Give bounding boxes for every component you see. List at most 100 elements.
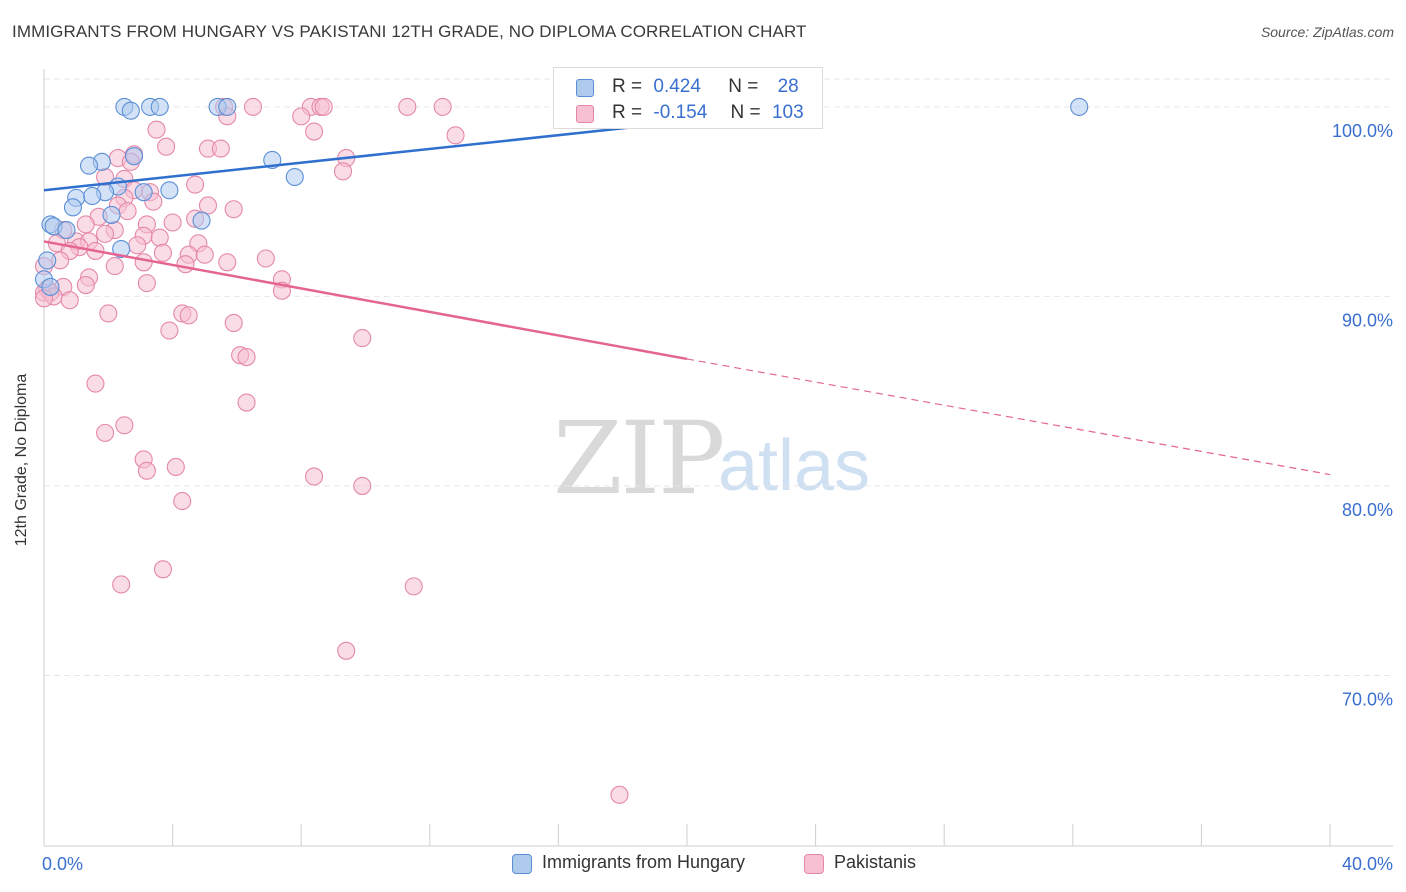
pakistani-point [96, 224, 115, 243]
pakistani-point [105, 257, 124, 276]
y-tick-label: 90.0% [1342, 310, 1393, 330]
hungary-point [285, 167, 304, 187]
pakistani-point [147, 120, 166, 139]
hungary-legend-label: Immigrants from Hungary [542, 852, 746, 872]
pakistani-point [237, 348, 256, 367]
hungary-point [121, 101, 140, 120]
pakistani-point [305, 122, 324, 141]
pakistani-point [337, 641, 356, 660]
hungary-point [41, 277, 60, 296]
pakistani-point [292, 107, 311, 126]
pakistani-point [211, 139, 230, 158]
legend-r-label: R = [612, 102, 643, 123]
trend-lines [43, 105, 1331, 476]
pakistani-point [305, 467, 324, 486]
pakistani-point [237, 393, 256, 412]
pakistani-point [398, 97, 417, 116]
pakistani-n-value: 103 [771, 102, 804, 123]
pakistani-point [198, 196, 218, 215]
pakistani-point [150, 228, 169, 247]
pakistani-r-value: -0.154 [653, 102, 708, 123]
hungary-point [112, 239, 131, 259]
pakistani-point [173, 492, 192, 511]
legend-n-label: N = [728, 76, 759, 97]
hungary-legend-swatch [512, 854, 532, 874]
pakistani-point [112, 575, 131, 594]
hungary-point [83, 186, 102, 206]
pakistani-point [314, 97, 333, 116]
hungary-point [57, 221, 76, 240]
pakistani-point [128, 236, 147, 255]
pakistani-point [224, 313, 243, 332]
hungary-n-value: 28 [777, 76, 799, 97]
pakistani-point [353, 329, 372, 348]
pakistani-point [153, 560, 173, 579]
hungary-point [160, 181, 179, 200]
pakistani-trend-line [43, 240, 688, 361]
hungary-point [124, 147, 144, 166]
hungary-point [38, 251, 57, 270]
legend-n-label: N = [730, 102, 761, 123]
axes [43, 69, 1393, 847]
pakistani-point [86, 374, 105, 393]
x-tick-label: 40.0% [1342, 854, 1393, 874]
pakistani-point [243, 97, 263, 116]
pakistani-point [157, 137, 176, 156]
y-tick-label: 80.0% [1342, 500, 1393, 520]
pakistani-point [115, 416, 134, 435]
pakistani-point [118, 202, 137, 221]
pakistani-point [166, 457, 185, 477]
pakistani-point [134, 253, 153, 272]
pakistani-legend-swatch [804, 854, 824, 874]
hungary-swatch [576, 79, 594, 97]
pakistani-point [137, 461, 156, 480]
source-label: Source: ZipAtlas.com [1260, 24, 1394, 40]
hungary-point [102, 205, 121, 224]
pakistani-swatch [576, 105, 594, 123]
pakistani-point [76, 215, 95, 234]
pakistani-trend-extension [686, 358, 1331, 476]
pakistani-point [99, 304, 118, 323]
y-tick-label: 70.0% [1342, 689, 1393, 709]
pakistani-point [96, 423, 115, 442]
tick-labels: 70.0% 80.0% 90.0% 100.0% 0.0% 40.0% [42, 121, 1393, 874]
pakistani-point [610, 785, 629, 804]
pakistani-point [404, 577, 423, 596]
pakistani-point [179, 306, 198, 325]
hungary-points [34, 97, 1089, 296]
pakistani-point [446, 126, 465, 145]
pakistanis-points [34, 97, 629, 804]
pakistani-point [218, 253, 237, 272]
pakistani-point [333, 162, 353, 181]
pakistani-point [60, 291, 79, 310]
hungary-point [192, 211, 211, 230]
chart-title: IMMIGRANTS FROM HUNGARY VS PAKISTANI 12T… [12, 22, 807, 41]
legend-r-label: R = [612, 76, 643, 97]
y-tick-label: 100.0% [1332, 121, 1393, 141]
hungary-point [134, 183, 153, 202]
pakistani-point [186, 175, 205, 194]
hungary-point [1070, 97, 1089, 116]
hungary-point [218, 97, 237, 116]
pakistani-point [153, 243, 173, 262]
correlation-legend: R = 0.424 N = 28 R = -0.154 N = 103 [553, 67, 823, 129]
hungary-point [79, 156, 99, 175]
pakistani-point [137, 274, 156, 293]
pakistani-point [256, 249, 275, 268]
pakistani-legend-label: Pakistanis [834, 852, 917, 872]
pakistani-point [353, 476, 372, 495]
pakistani-point [160, 321, 179, 340]
hungary-point [150, 97, 169, 116]
pakistani-point [163, 213, 182, 232]
hungary-r-value: 0.424 [653, 76, 701, 97]
pakistani-point [76, 275, 95, 295]
watermark-atlas: atlas [718, 426, 871, 506]
pakistani-point [433, 97, 452, 116]
pakistani-point [176, 255, 195, 274]
pakistani-point [195, 245, 214, 264]
hungary-point [63, 198, 82, 217]
x-tick-label: 0.0% [42, 854, 83, 874]
watermark-zip: ZIP [553, 400, 725, 517]
pakistani-point [224, 200, 243, 219]
